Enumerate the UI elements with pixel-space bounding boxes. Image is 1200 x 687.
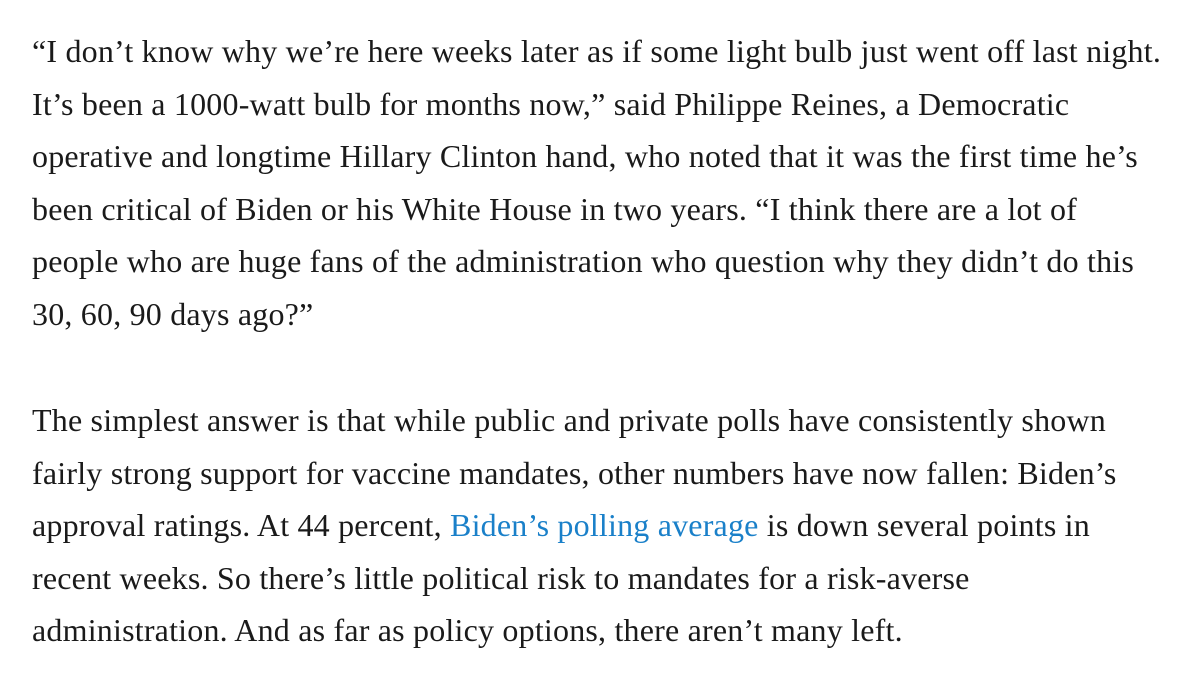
paragraph-text: “I don’t know why we’re here weeks later… — [32, 33, 1162, 332]
paragraph-text-after-link: is down several points in recent weeks. … — [32, 507, 1090, 648]
paragraph-text-before-link: The simplest answer is that while public… — [32, 402, 1117, 543]
bidens-polling-average-link[interactable]: Biden’s polling average — [450, 507, 759, 543]
article-body: “I don’t know why we’re here weeks later… — [32, 25, 1170, 657]
paragraph-analysis: The simplest answer is that while public… — [32, 394, 1170, 657]
paragraph-quote: “I don’t know why we’re here weeks later… — [32, 25, 1170, 340]
